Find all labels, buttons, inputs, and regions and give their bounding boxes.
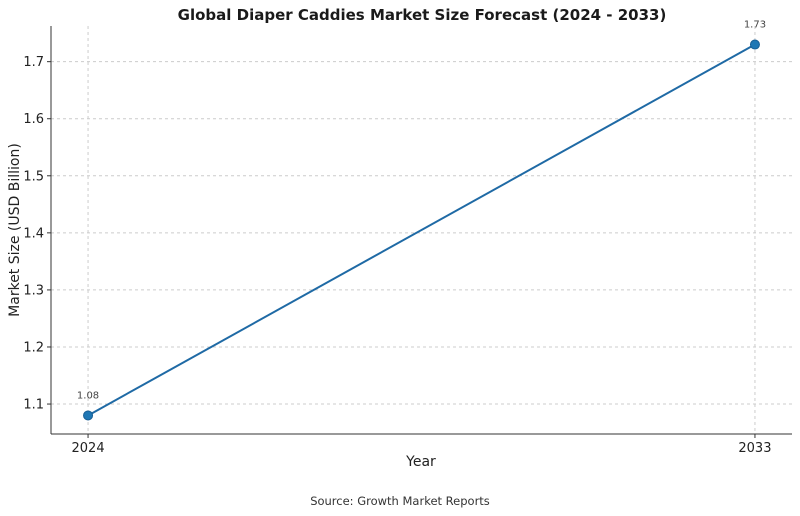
data-label: 1.08 <box>77 390 99 401</box>
ticks: 1.1 1.2 1.3 1.4 1.5 1.6 1.7 2024 2033 <box>23 55 771 456</box>
y-tick-label: 1.2 <box>23 340 44 355</box>
data-point <box>83 410 94 421</box>
chart-title: Global Diaper Caddies Market Size Foreca… <box>178 6 667 24</box>
series-line <box>87 43 756 417</box>
y-tick-label: 1.1 <box>23 398 44 413</box>
y-axis-title: Market Size (USD Billion) <box>7 143 23 317</box>
grid <box>51 26 792 434</box>
data-labels: 1.08 1.73 <box>77 20 766 402</box>
data-label: 1.73 <box>744 20 766 31</box>
y-tick-label: 1.5 <box>23 169 44 184</box>
y-tick-label: 1.6 <box>23 112 44 127</box>
x-tick-label: 2024 <box>72 441 105 456</box>
y-tick-label: 1.3 <box>23 283 44 298</box>
series <box>83 39 760 421</box>
y-tick-label: 1.7 <box>23 55 44 70</box>
data-point <box>749 39 760 50</box>
y-tick-label: 1.4 <box>23 226 44 241</box>
axes <box>50 26 792 435</box>
source-note: Source: Growth Market Reports <box>310 494 490 508</box>
x-axis-title: Year <box>405 454 436 470</box>
x-tick-label: 2033 <box>738 441 771 456</box>
